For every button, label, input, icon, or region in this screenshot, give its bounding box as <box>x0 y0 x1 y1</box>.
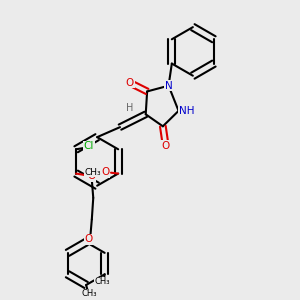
Text: CH₃: CH₃ <box>81 289 97 298</box>
Text: O: O <box>101 167 110 177</box>
Text: CH₃: CH₃ <box>94 277 110 286</box>
Text: Cl: Cl <box>84 141 94 152</box>
Text: H: H <box>126 103 134 113</box>
Text: N: N <box>165 81 172 91</box>
Text: O: O <box>85 234 93 244</box>
Text: O: O <box>126 78 134 88</box>
Text: NH: NH <box>178 106 194 116</box>
Text: CH₃: CH₃ <box>84 168 101 177</box>
Text: O: O <box>88 171 96 182</box>
Text: O: O <box>162 141 170 151</box>
